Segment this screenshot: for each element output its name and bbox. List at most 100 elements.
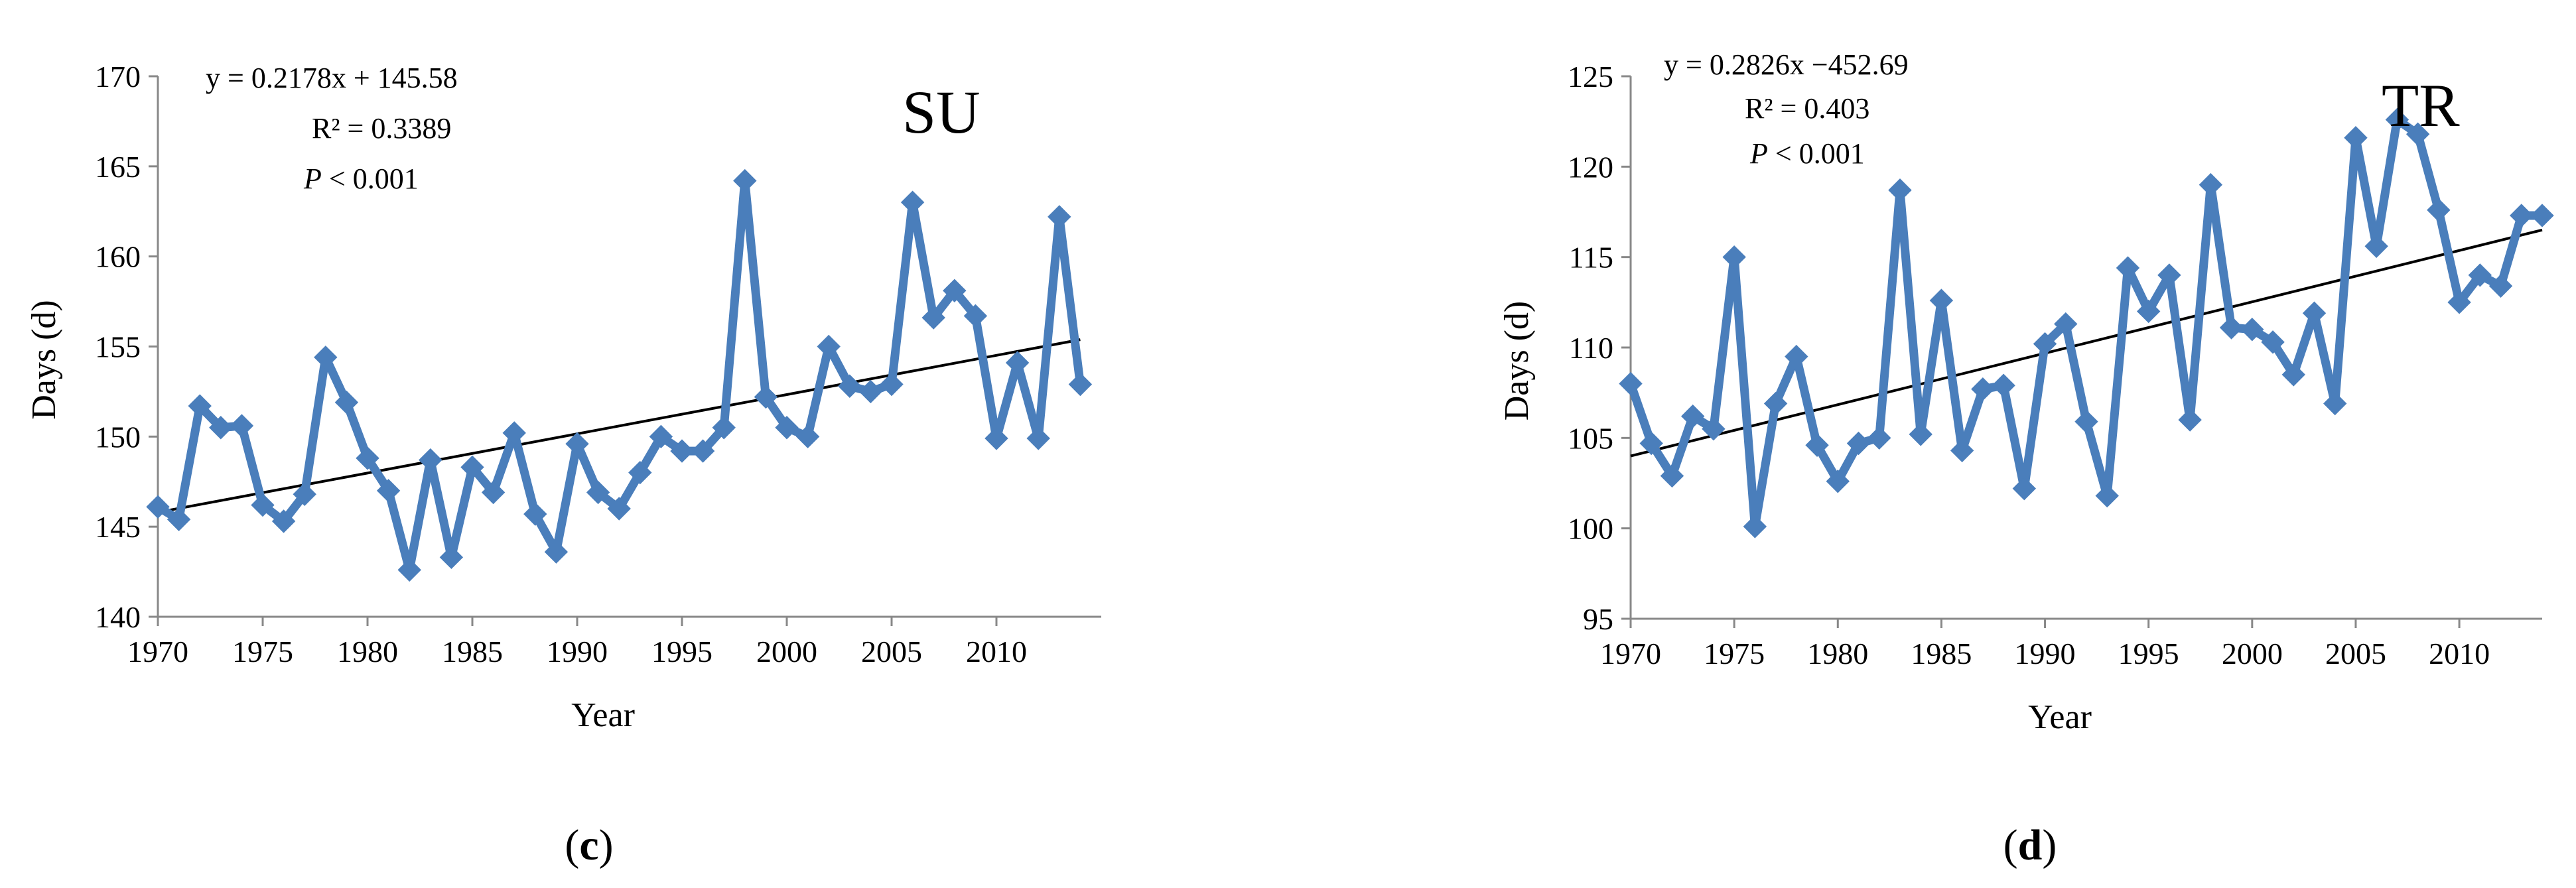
su-equation: y = 0.2178x + 145.58 [206,62,458,94]
tr-axes: 95 100 105 110 115 120 125 1970 1975 1980 1985 199… [1568,60,2542,670]
su-y-tick-label: 170 [95,60,141,94]
su-data-point-2001 [795,424,820,449]
tr-data-point-1970 [1619,371,1643,396]
su-data-point-1991 [586,480,610,505]
tr-x-axis-label: Year [2028,698,2092,736]
tr-data-point-2009 [2427,198,2451,222]
tr-data-point-1979 [1805,433,1829,457]
su-x-axis-label: Year [571,696,635,734]
su-r-squared: R² = 0.3389 [312,112,451,145]
tr-data-point-2006 [2364,234,2388,259]
tr-data-point-2014 [2530,204,2554,227]
tr-p-symbol: P [1749,137,1768,170]
tr-y-tick-label: 100 [1568,512,1613,546]
su-y-tick-label: 160 [95,240,141,274]
panel-c-letter: c [579,821,598,869]
tr-y-tick-label: 105 [1568,421,1613,455]
tr-series-line [1626,115,2547,531]
su-y-axis-label: Days (d) [25,300,63,420]
su-y-tick-label: 165 [95,150,141,184]
su-x-tick-label: 1970 [127,635,188,668]
su-data-point-2004 [858,379,883,404]
tr-data-point-1976 [1743,515,1767,539]
su-data-point-1988 [523,502,547,526]
su-trend-line [157,338,1081,514]
su-p-symbol: P [303,162,322,195]
su-data-point-1989 [544,540,569,564]
tr-x-tick-label: 2010 [2429,637,2490,670]
tr-data-point-2000 [2240,318,2264,342]
tr-r-squared: R² = 0.403 [1745,92,1869,125]
tr-y-tick-label: 125 [1568,60,1613,94]
su-data-point-1992 [607,497,631,521]
su-x-tick-label: 1985 [442,635,503,668]
tr-data-point-2007 [2385,107,2409,132]
su-data-point-1996 [691,439,715,463]
su-data-point-2000 [775,416,799,440]
su-data-point-1985 [460,455,484,479]
tr-p-rest: < 0.001 [1768,137,1865,170]
su-data-point-1994 [649,424,673,449]
tr-data-point-1999 [2219,316,2244,340]
tr-data-point-2005 [2344,125,2368,150]
su-data-point-1970 [146,495,170,519]
su-data-point-1984 [439,545,464,570]
su-x-tick-label: 1995 [651,635,712,668]
su-data-point-1981 [376,479,401,503]
tr-chart-title: TR [2382,72,2460,139]
tr-data-point-1990 [2033,332,2057,356]
su-data-point-2009 [963,304,988,328]
su-data-point-1995 [670,439,694,463]
panel-d-open: ( [2003,821,2018,869]
su-data-point-1999 [754,385,778,409]
su-data-point-2005 [880,372,904,397]
panel-c-close: ) [599,821,614,869]
su-data-point-1987 [502,421,526,445]
su-data-point-1973 [209,416,233,440]
su-data-point-2010 [984,426,1008,450]
tr-data-point-1984 [1909,422,1932,446]
su-p-rest: < 0.001 [322,162,419,195]
tr-data-point-1982 [1867,426,1891,450]
panel-c-open: ( [565,821,579,869]
su-data-point-1977 [293,482,316,506]
panel-label-c: (c) [565,821,613,869]
su-data-point-1997 [712,416,736,440]
tr-data-point-1985 [1929,288,1954,312]
tr-y-tick-label: 115 [1569,241,1613,275]
tr-data-point-1975 [1722,245,1746,269]
su-data-point-1976 [271,509,296,533]
su-data-point-2014 [1068,372,1093,397]
su-x-tick-label: 1980 [337,635,398,668]
tr-data-point-1978 [1785,344,1808,369]
su-x-tick-label: 2010 [966,635,1027,668]
tr-x-tick-label: 2005 [2325,637,2386,670]
su-data-point-1979 [334,391,359,414]
tr-data-point-1994 [2116,256,2140,280]
tr-data-point-1972 [1660,464,1684,488]
su-data-point-1986 [481,480,506,505]
tr-x-tick-label: 1990 [2015,637,2076,670]
su-data-point-1983 [419,448,442,472]
tr-markers [1619,107,2554,539]
su-data-point-1974 [230,414,254,438]
su-markers [146,168,1093,582]
su-data-point-1972 [188,394,212,418]
tr-data-point-1974 [1702,416,1726,441]
tr-data-point-2012 [2488,274,2513,298]
tr-data-point-1971 [1639,431,1663,456]
su-p-value: P < 0.001 [303,162,419,195]
su-data-point-1982 [397,558,421,582]
tr-data-point-1988 [1992,373,2015,397]
tr-data-point-1997 [2178,408,2202,432]
su-data-point-2006 [900,190,925,214]
tr-data-point-2011 [2468,263,2492,287]
tr-data-point-2003 [2302,301,2327,325]
tr-data-point-2008 [2406,122,2430,146]
tr-data-point-1996 [2157,263,2181,287]
su-data-point-1971 [167,507,191,532]
su-data-point-2011 [1005,351,1030,375]
panel-d-close: ) [2042,821,2057,869]
su-chart-title: SU [902,78,981,146]
